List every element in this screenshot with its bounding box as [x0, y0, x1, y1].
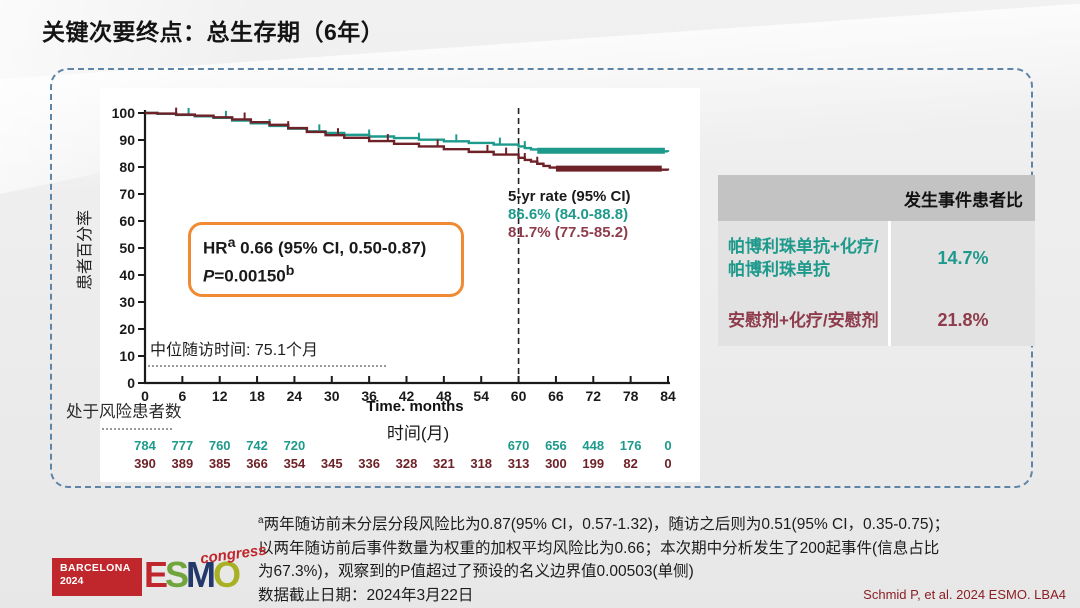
risk-value: 345 [320, 456, 343, 471]
five-year-rate-placebo: 81.7% (77.5-85.2) [508, 224, 629, 241]
svg-text:90: 90 [119, 132, 135, 148]
y-axis-label: 患者百分率 [77, 210, 94, 291]
svg-text:10: 10 [119, 348, 135, 364]
events-row-placebo-label: 安慰剂+化疗/安慰剂 [718, 295, 888, 346]
covered-text-remnant-2 [102, 428, 172, 430]
risk-rows: 784 777 760 742 720 670 656 448 176 0 390 389 385 366… [100, 438, 700, 482]
risk-value: 313 [507, 456, 530, 471]
risk-value: 366 [246, 456, 268, 471]
risk-value: 328 [395, 456, 418, 471]
svg-text:60: 60 [119, 213, 135, 229]
svg-text:42: 42 [399, 388, 415, 404]
table-divider [888, 221, 891, 295]
median-follow-up-label: 中位随访时间: 75.1个月 [150, 342, 319, 359]
risk-value: 389 [171, 456, 194, 471]
x-axis-label-en: Time. months [366, 398, 464, 415]
at-risk-label: 处于风险患者数 [66, 403, 182, 421]
barcelona-2024-badge: BARCELONA 2024 [52, 558, 142, 596]
svg-text:0: 0 [141, 388, 149, 404]
svg-text:72: 72 [585, 388, 601, 404]
risk-value: 0 [664, 456, 672, 471]
risk-value: 354 [283, 456, 306, 471]
p-value-line: P=0.00150b [203, 262, 295, 286]
five-year-rate-pembro: 86.6% (84.0-88.8) [508, 206, 629, 223]
svg-text:66: 66 [548, 388, 564, 404]
events-row-pembro-value: 14.7% [891, 221, 1035, 295]
footnote-line-3: 为67.3%)，观察到的P值超过了预设的名义边界值0.00503(单侧) [258, 563, 694, 581]
footnote-line-2: 以两年随访前后事件数量为权重的加权平均风险比为0.66；本次期中分析发生了200… [258, 539, 940, 557]
risk-value: 760 [208, 438, 231, 453]
risk-value: 0 [664, 438, 672, 453]
svg-text:6: 6 [178, 388, 186, 404]
footnote-line-4: 数据截止日期：2024年3月22日 [258, 586, 474, 604]
svg-text:60: 60 [511, 388, 527, 404]
hr-line: HRa 0.66 (95% CI, 0.50-0.87) [203, 235, 427, 258]
page-title: 关键次要终点：总生存期（6年） [42, 19, 385, 45]
svg-text:54: 54 [473, 388, 489, 404]
svg-text:84: 84 [660, 388, 676, 404]
risk-value: 318 [470, 456, 493, 471]
citation: Schmid P, et al. 2024 ESMO. LBA4 [863, 587, 1066, 602]
risk-value: 784 [134, 438, 156, 453]
svg-text:18: 18 [249, 388, 265, 404]
events-table-body: 帕博利珠单抗+化疗/ 帕博利珠单抗 14.7% 安慰剂+化疗/安慰剂 21.8% [718, 221, 1035, 346]
svg-text:48: 48 [436, 388, 452, 404]
events-row-pembro-label: 帕博利珠单抗+化疗/ 帕博利珠单抗 [718, 221, 888, 295]
esmo-wordmark: ESMO [144, 554, 241, 595]
events-table-header: 发生事件患者比 [718, 175, 1035, 221]
risk-value: 448 [582, 438, 605, 453]
footnote-line-1: a两年随访前未分层分段风险比为0.87(95% CI，0.57-1.32)，随访… [258, 515, 950, 534]
svg-text:36: 36 [361, 388, 377, 404]
events-row-placebo-value: 21.8% [891, 295, 1035, 346]
table-divider [888, 295, 891, 346]
svg-text:20: 20 [119, 321, 135, 337]
covered-text-remnant [148, 365, 386, 367]
risk-value: 176 [619, 438, 642, 453]
km-chart-panel: 100 90 80 70 60 50 40 30 20 10 0 0 6 12 18 24 30 36 42 48 54… [100, 88, 700, 482]
esmo-congress-logo: BARCELONA 2024 ESMO congress [52, 541, 268, 598]
svg-text:50: 50 [119, 240, 135, 256]
risk-value: 670 [507, 438, 530, 453]
svg-text:80: 80 [119, 159, 135, 175]
svg-text:0: 0 [127, 375, 135, 391]
hazard-ratio-box: HRa 0.66 (95% CI, 0.50-0.87) P=0.00150b [188, 222, 464, 298]
events-table: 发生事件患者比 帕博利珠单抗+化疗/ 帕博利珠单抗 14.7% 安慰剂+化疗/安… [718, 175, 1035, 346]
risk-value: 385 [208, 456, 231, 471]
svg-text:100: 100 [112, 105, 136, 121]
x-axis-label-zh: 时间(月) [336, 422, 500, 448]
svg-text:30: 30 [119, 294, 135, 310]
risk-value: 742 [246, 438, 268, 453]
risk-value: 300 [545, 456, 567, 471]
svg-text:24: 24 [287, 388, 303, 404]
svg-text:78: 78 [623, 388, 639, 404]
svg-text:12: 12 [212, 388, 228, 404]
risk-value: 82 [623, 456, 638, 471]
risk-value: 720 [283, 438, 306, 453]
risk-value: 777 [171, 438, 194, 453]
five-year-rate-block: 5-yr rate (95% CI) 86.6% (84.0-88.8) 81.… [508, 188, 631, 242]
svg-text:30: 30 [324, 388, 340, 404]
svg-text:40: 40 [119, 267, 135, 283]
risk-value: 336 [358, 456, 380, 471]
svg-text:70: 70 [119, 186, 135, 202]
risk-value: 656 [545, 438, 567, 453]
risk-value: 390 [134, 456, 156, 471]
risk-value: 321 [432, 456, 455, 471]
risk-value: 199 [582, 456, 605, 471]
five-year-rate-header: 5-yr rate (95% CI) [508, 188, 631, 205]
footnotes: a两年随访前未分层分段风险比为0.87(95% CI，0.57-1.32)，随访… [258, 509, 1068, 607]
